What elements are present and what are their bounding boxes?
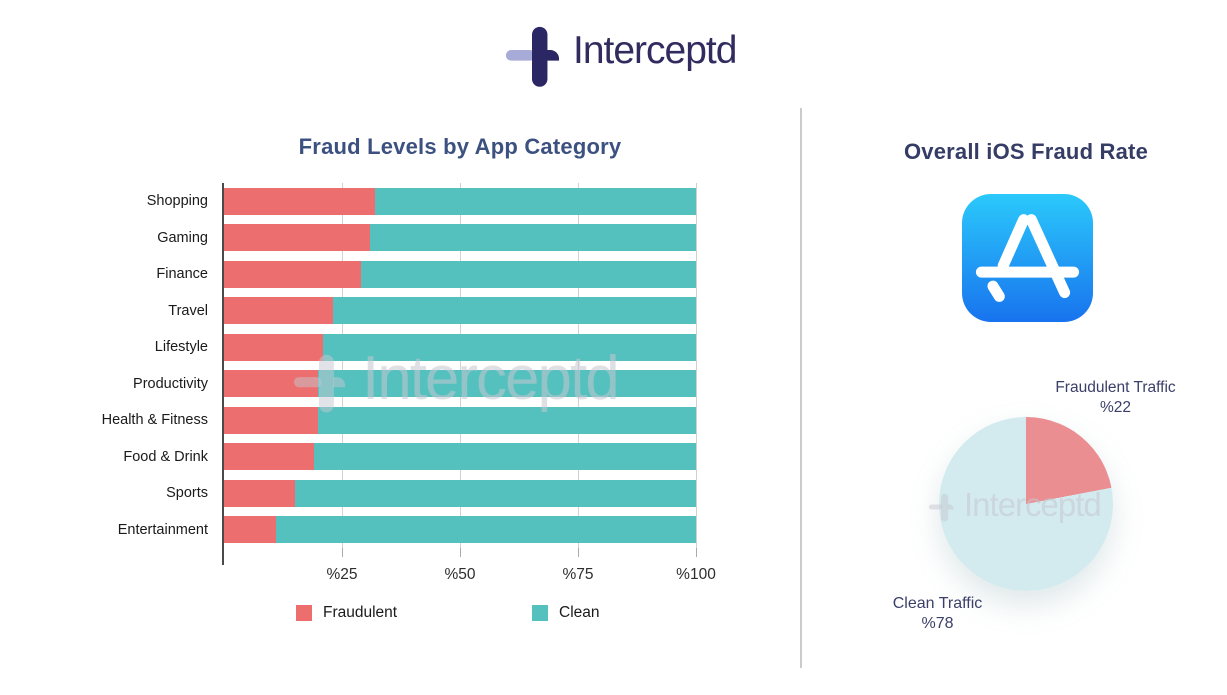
legend-label: Fraudulent [323,604,398,621]
pie-label-clean-text: Clean Traffic [892,595,983,612]
legend-swatch [532,605,548,621]
legend-swatch [296,605,312,621]
category-label: Productivity [133,375,208,392]
bar-track [224,443,696,471]
fraudulent-segment [224,443,314,471]
app-store-icon [962,194,1093,322]
bar-track [224,187,696,215]
app-store-glyph [975,214,1080,302]
bar-row: Travel [168,293,696,330]
category-label: Sports [166,485,208,502]
fraudulent-segment [224,333,324,361]
category-label: Entertainment [117,521,208,538]
tick-label: %100 [676,566,716,583]
tick-mark [459,548,461,557]
brand-name: Interceptd [573,29,737,72]
section-divider [800,108,802,668]
tick-label: %50 [444,566,476,583]
bar-track [224,333,696,361]
category-label: Health & Fitness [101,412,208,429]
gridline [459,183,461,548]
brand-logo: Interceptd [504,10,737,92]
gridline [695,183,697,548]
gridline [341,183,343,548]
clean-segment [332,297,696,325]
x-axis-labels: %25 %50 %75 %100 [224,566,715,588]
bar-chart-legend: Fraudulent Clean [224,604,696,626]
clean-segment [375,187,696,215]
clean-segment [313,443,696,471]
category-label: Gaming [157,229,208,246]
clean-segment [318,370,696,398]
bar-track [224,479,696,507]
fraudulent-segment [224,224,371,252]
bar-row: Gaming [157,220,696,257]
clean-segment [323,333,696,361]
category-label: Finance [156,266,208,283]
bar-track [224,370,696,398]
fraudulent-segment [224,406,319,434]
bar-row: Entertainment [118,512,696,549]
legend-item: Fraudulent [296,604,397,622]
clean-segment [318,406,696,434]
fraudulent-segment [224,370,319,398]
category-label: Food & Drink [123,448,208,465]
pie-label-fraudulent-value: %22 [1099,399,1132,416]
tick-mark [695,548,697,557]
tick-mark [577,548,579,557]
gridline [577,183,579,548]
tick-mark [341,548,343,557]
clean-segment [360,260,696,288]
bar-row: Food & Drink [123,439,696,476]
category-label: Lifestyle [154,339,208,356]
clean-segment [275,516,696,544]
bar-track [224,516,696,544]
bar-row: Finance [156,256,696,293]
pie-label-clean-value: %78 [921,615,954,632]
fraudulent-segment [224,260,361,288]
interceptd-plus-icon [505,26,560,87]
bar-track [224,297,696,325]
bar-row: Shopping [147,183,696,220]
bar-chart-plot: Shopping Gaming Finance Travel Lifestyle Prod… [102,183,697,549]
bar-row: Health & Fitness [102,402,696,439]
category-label: Shopping [146,193,208,210]
category-label: Travel [168,302,208,319]
clean-segment [370,224,696,252]
y-axis-line [222,183,224,565]
x-axis-ticks [224,548,697,557]
fraudulent-segment [224,479,295,507]
tick-label: %25 [326,566,358,583]
legend-item: Clean [532,604,600,622]
bar-row: Sports [166,475,696,512]
bar-row: Lifestyle [155,329,696,366]
legend-label: Clean [559,604,600,621]
pie-label-fraudulent-text: Fraudulent Traffic [1055,379,1176,396]
bar-track [224,224,696,252]
fraudulent-segment [224,516,276,544]
fraudulent-segment [224,297,333,325]
bar-track [224,406,696,434]
pie-chart-title: Overall iOS Fraud Rate [903,139,1149,164]
bar-track [224,260,696,288]
pie-chart [939,417,1113,591]
bar-row: Productivity [133,366,696,403]
fraudulent-segment [224,187,376,215]
tick-label: %75 [562,566,594,583]
bar-chart-title: Fraud Levels by App Category [298,134,622,159]
pie-label-fraudulent: Fraudulent Traffic %22 [1038,378,1193,418]
clean-segment [294,479,696,507]
pie-label-clean: Clean Traffic %78 [860,594,1015,634]
